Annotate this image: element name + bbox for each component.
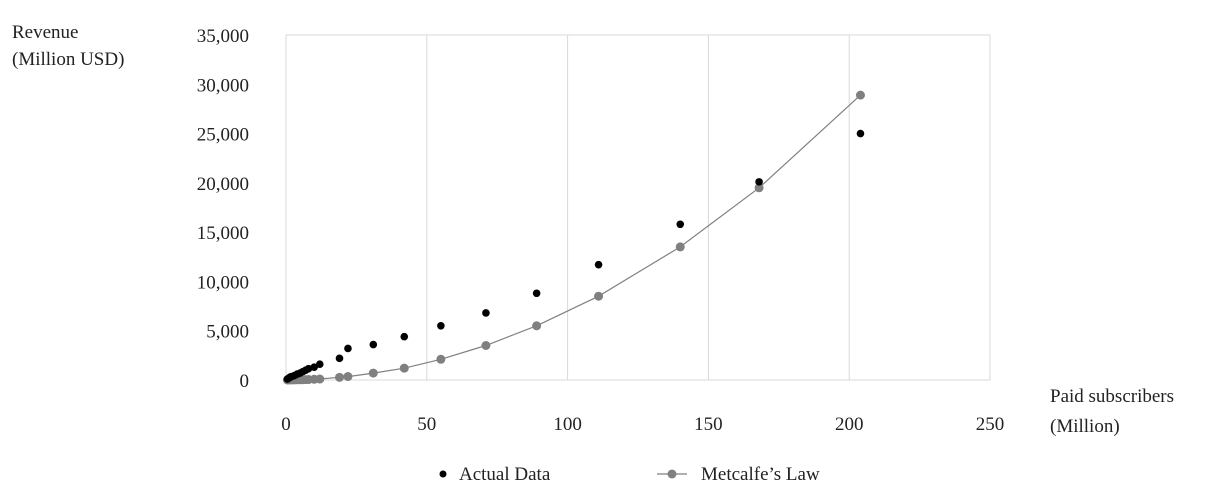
metcalfe-point [532, 321, 542, 331]
grid-lines [285, 35, 991, 380]
metcalfe-point [675, 242, 685, 252]
actual-data-point [315, 360, 324, 369]
metcalfe-point [343, 372, 353, 382]
actual-data-point [369, 340, 378, 349]
legend-marker-actual [439, 470, 447, 478]
x-axis-label-line2: (Million) [1050, 416, 1120, 437]
actual-data-point [335, 354, 344, 363]
actual-data-point [856, 129, 865, 138]
x-tick-label: 100 [553, 414, 582, 435]
legend: Actual Data Metcalfe’s Law [439, 464, 820, 484]
metcalfe-line [287, 94, 861, 381]
legend-label-actual: Actual Data [459, 464, 551, 484]
x-tick-label: 250 [976, 414, 1005, 435]
actual-data-point [676, 220, 685, 229]
actual-data-point [437, 321, 445, 330]
y-tick-label: 15,000 [197, 223, 249, 244]
y-tick-label: 20,000 [197, 174, 249, 195]
metcalfe-point [335, 372, 345, 382]
actual-data-point [532, 289, 541, 298]
metcalfe-point [855, 90, 865, 100]
x-tick-label: 0 [281, 414, 291, 435]
x-tick-label: 50 [417, 414, 436, 435]
y-tick-label: 5,000 [206, 322, 249, 343]
y-axis-ticks: 0 5,000 10,000 15,000 20,000 25,000 30,000 35,0… [197, 26, 249, 392]
metcalfe-point [399, 363, 409, 373]
x-axis-label-line1: Paid subscribers [1050, 386, 1174, 407]
actual-data-point [594, 260, 603, 269]
y-tick-label: 10,000 [197, 272, 249, 293]
actual-data-point [482, 309, 490, 317]
actual-data-point [344, 344, 352, 353]
metcalfe-point [315, 374, 325, 384]
metcalfe-point [594, 291, 604, 301]
actual-data-point [755, 178, 763, 186]
metcalfe-point [436, 354, 446, 364]
metcalfe-point [481, 341, 491, 350]
actual-data-point [400, 332, 409, 341]
metcalfe-point [368, 368, 378, 378]
x-axis-ticks: 0 50 100 150 200 250 [281, 414, 1004, 435]
x-tick-label: 200 [835, 414, 864, 435]
y-tick-label: 0 [240, 371, 250, 392]
legend-label-metcalfe: Metcalfe’s Law [701, 464, 820, 484]
x-tick-label: 150 [694, 414, 723, 435]
plot-area [285, 34, 991, 381]
y-axis-label-line1: Revenue [12, 22, 78, 43]
y-tick-label: 25,000 [197, 125, 249, 146]
actual-data-point [310, 363, 318, 371]
metcalfe-point [754, 183, 764, 193]
y-tick-label: 30,000 [197, 75, 249, 96]
legend-marker-metcalfe [667, 469, 677, 479]
y-tick-label: 35,000 [197, 26, 249, 47]
series-layer [282, 90, 865, 385]
y-axis-label-line2: (Million USD) [12, 49, 124, 70]
